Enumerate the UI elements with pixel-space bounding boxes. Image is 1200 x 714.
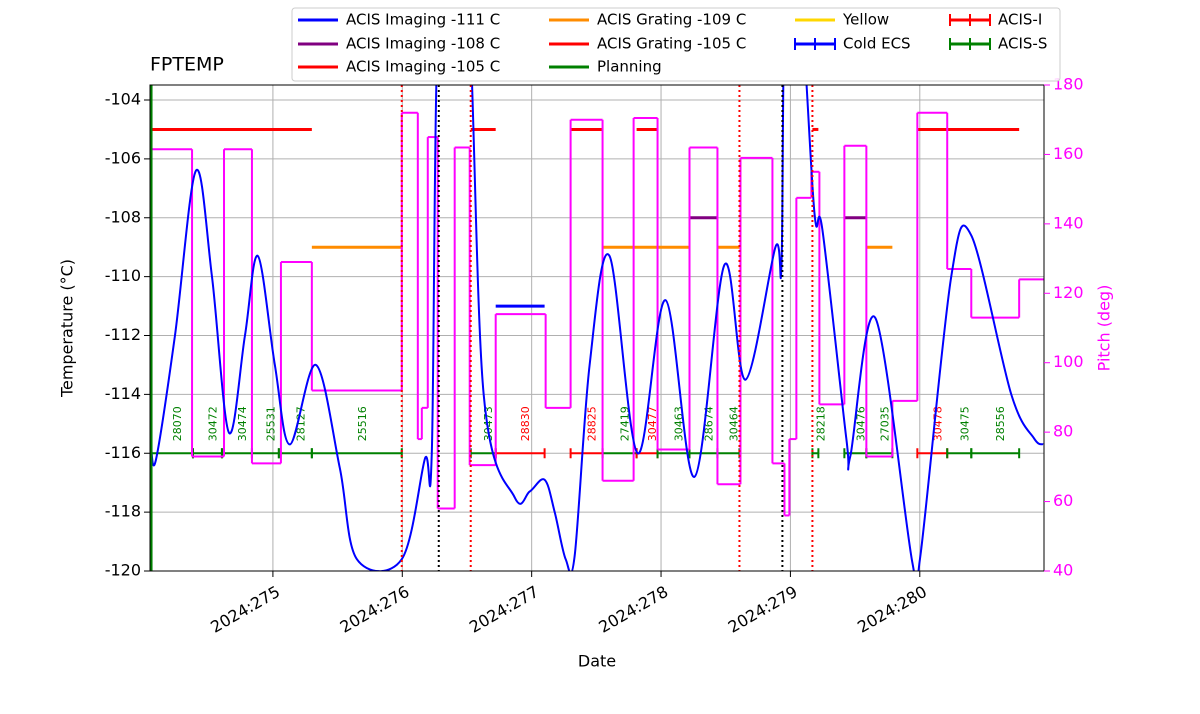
legend-box: [291, 7, 1061, 82]
obsid-label: 28127: [294, 406, 307, 441]
obsid-label: 30475: [958, 406, 971, 441]
obsid-label: 25516: [356, 406, 369, 441]
obsid-label: 30472: [206, 406, 219, 441]
y2-tick-label: 120: [1053, 283, 1084, 302]
temperature-line: [150, 85, 1044, 571]
obsid-label: 28556: [994, 406, 1007, 441]
y-tick-label: -112: [105, 325, 141, 344]
y2-tick-label: 40: [1053, 561, 1073, 580]
obsid-label: 30476: [854, 406, 867, 441]
y2-tick-label: 100: [1053, 352, 1084, 371]
obsid-label: 30474: [236, 406, 249, 441]
obsid-label: 28070: [171, 406, 184, 441]
chart-title: FPTEMP: [150, 54, 224, 76]
x-axis-label: Date: [578, 652, 616, 671]
obsid-label: 27035: [878, 406, 891, 441]
legend-label: ACIS Imaging -108 C: [346, 35, 500, 53]
y-tick-label: -118: [105, 502, 141, 521]
legend-label: Planning: [597, 58, 662, 76]
legend-label: ACIS Grating -109 C: [597, 11, 746, 29]
legend-label: ACIS-I: [998, 11, 1042, 29]
legend: ACIS Imaging -111 C ACIS Imaging -108 C AC…: [298, 11, 1047, 76]
y2-tick-label: 160: [1053, 144, 1084, 163]
axes-frame: [149, 84, 1045, 572]
obsid-label: 27419: [619, 406, 632, 441]
y-tick-label: -106: [105, 148, 141, 167]
y2-tick-label: 140: [1053, 213, 1084, 232]
obsid-label: 28825: [586, 406, 599, 441]
y-tick-label: -114: [105, 384, 141, 403]
obsid-label: 30464: [727, 406, 740, 441]
y-tick-label: -108: [105, 207, 141, 226]
legend-label: ACIS Grating -105 C: [597, 35, 746, 53]
y2-tick-label: 180: [1053, 75, 1084, 94]
legend-label: ACIS Imaging -111 C: [346, 11, 500, 29]
y-tick-label: -120: [105, 561, 141, 580]
y-tick-label: -110: [105, 266, 141, 285]
legend-label: ACIS Imaging -105 C: [346, 58, 500, 76]
obsid-label: 30477: [646, 406, 659, 441]
y-axis-label: Temperature (°C): [58, 259, 77, 398]
obsid-label: 28218: [814, 406, 827, 441]
y2-tick-label: 80: [1053, 422, 1073, 441]
legend-label: Yellow: [842, 11, 889, 29]
obsid-label: 25531: [264, 406, 277, 441]
plot-area: 28070 30472 30474 25531 28127 25516 30473 28830…: [150, 85, 1044, 571]
y2-axis-label: Pitch (deg): [1095, 285, 1114, 372]
legend-label: ACIS-S: [998, 35, 1047, 53]
y-tick-label: -104: [105, 90, 141, 109]
grid: [150, 85, 1044, 572]
legend-label: Cold ECS: [843, 35, 911, 53]
obsid-label: 28830: [519, 406, 532, 441]
y-tick-label: -116: [105, 443, 141, 462]
y2-tick-label: 60: [1053, 491, 1073, 510]
